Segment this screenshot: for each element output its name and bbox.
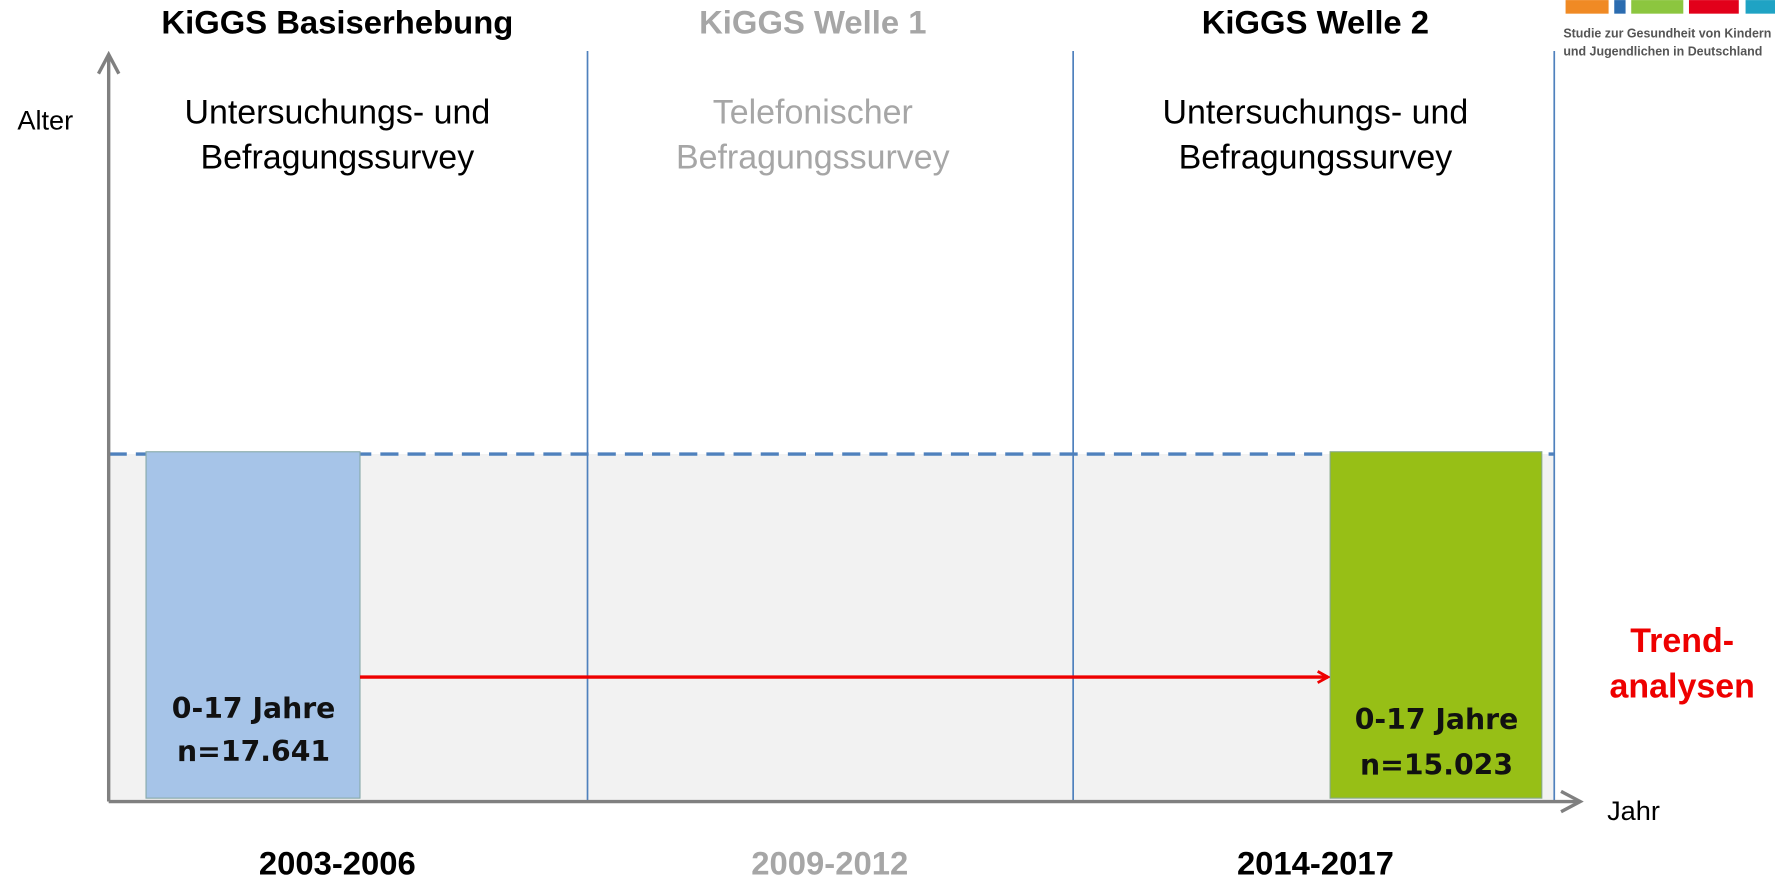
wave-description: Untersuchungs- und <box>1163 93 1469 131</box>
sample-age: 0-17 Jahre <box>172 692 336 725</box>
trend-label: analysen <box>1610 667 1755 705</box>
wave-years: 2014-2017 <box>1237 845 1394 882</box>
logo-block <box>1745 0 1775 14</box>
sample-box <box>1329 451 1543 799</box>
wave-title: KiGGS Welle 1 <box>699 4 926 41</box>
wave-description: Befragungssurvey <box>201 139 475 177</box>
logo-text: und Jugendlichen in Deutschland <box>1563 44 1762 58</box>
wave-years: 2003-2006 <box>259 845 416 882</box>
logo-text: Studie zur Gesundheit von Kindern <box>1563 26 1771 40</box>
wave-title: KiGGS Basiserhebung <box>161 4 513 41</box>
sample-age: 0-17 Jahre <box>1355 703 1519 736</box>
wave-description: Telefonischer <box>713 93 913 131</box>
sample-box <box>145 451 361 799</box>
wave-description: Untersuchungs- und <box>184 93 490 131</box>
wave-title: KiGGS Welle 2 <box>1202 4 1429 41</box>
logo-block <box>1565 0 1609 14</box>
wave-years: 2009-2012 <box>751 845 908 882</box>
logo-block <box>1614 0 1626 14</box>
axis-label: Alter <box>17 105 73 136</box>
sample-size: n=17.641 <box>177 735 330 768</box>
logo-block <box>1631 0 1684 14</box>
trend-label: Trend- <box>1630 622 1734 660</box>
wave-description: Befragungssurvey <box>676 139 950 177</box>
logo-block <box>1688 0 1739 14</box>
axis-label: Jahr <box>1607 795 1660 826</box>
sample-size: n=15.023 <box>1360 748 1513 781</box>
wave-description: Befragungssurvey <box>1179 139 1453 177</box>
